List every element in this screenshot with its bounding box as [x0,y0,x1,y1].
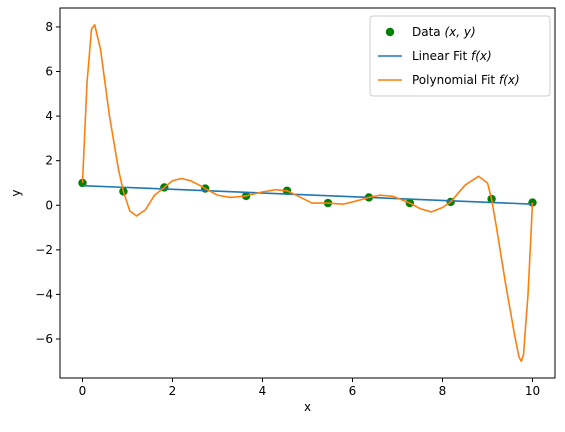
plot-area [78,23,537,363]
y-tick-label: −4 [35,287,53,301]
x-tick-label: 0 [79,384,87,398]
polynomial-fit-line [81,23,534,363]
x-tick-label: 4 [259,384,267,398]
y-tick-label: 2 [45,154,53,168]
y-tick-label: 4 [45,109,53,123]
y-tick-label: −2 [35,243,53,257]
legend-entry-linear: Linear Fit f(x) [412,49,492,63]
legend-box [369,15,551,97]
legend-entry-polynomial: Polynomial Fit f(x) [412,73,520,87]
y-axis-label: y [9,189,23,196]
x-tick-label: 2 [169,384,177,398]
legend-entry-data: Data (x, y) [412,25,476,39]
y-tick-label: 8 [45,20,53,34]
ticks: 0 2 4 6 8 10 −6 −4 −2 0 2 4 6 8 [35,20,540,398]
linear-fit-line [82,184,533,205]
y-tick-label: 0 [45,198,53,212]
y-tick-label: −6 [35,332,53,346]
x-tick-label: 6 [349,384,357,398]
legend: Data (x, y) Linear Fit f(x) Polynomial Fit… [369,15,551,97]
x-tick-label: 8 [439,384,447,398]
x-tick-label: 10 [525,384,540,398]
legend-marker-data [385,27,395,37]
axes-frame [59,7,556,379]
y-tick-label: 6 [45,65,53,79]
x-axis-label: x [304,400,311,414]
